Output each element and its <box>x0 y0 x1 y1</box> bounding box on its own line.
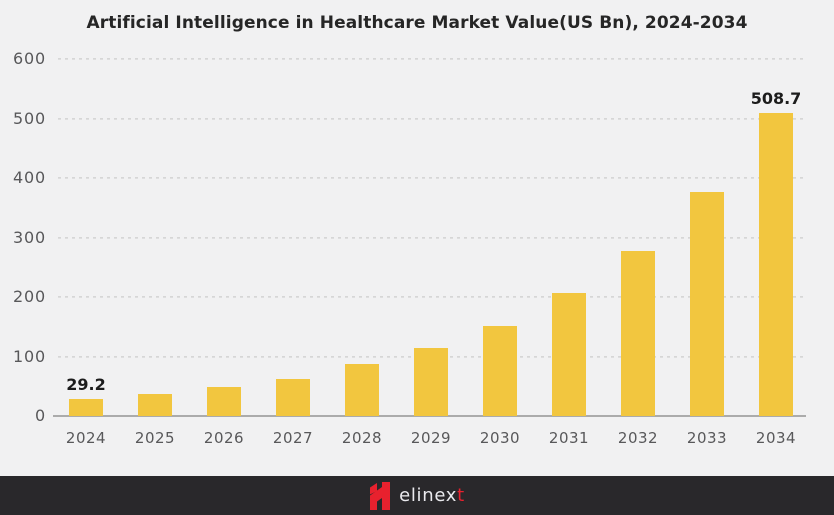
x-axis-label-2030: 2030 <box>479 429 521 447</box>
gridline-600 <box>58 58 806 60</box>
bar-value-label-2034: 508.7 <box>750 89 802 109</box>
brand-wordmark: elinext <box>399 484 465 506</box>
bar-2030 <box>483 326 517 416</box>
x-axis-label-2028: 2028 <box>341 429 383 447</box>
gridline-500 <box>58 117 806 120</box>
brand-wordmark-accent: t <box>457 484 465 506</box>
x-axis-label-2032: 2032 <box>617 429 659 447</box>
x-axis-label-2031: 2031 <box>548 429 590 447</box>
y-axis-tick-label-400: 400 <box>13 168 46 187</box>
x-axis-line <box>53 415 806 417</box>
x-axis-label-2033: 2033 <box>686 429 728 447</box>
y-axis-tick-label-300: 300 <box>13 227 46 247</box>
gridline-400 <box>58 177 806 179</box>
brand-wordmark-main: elinex <box>399 484 458 506</box>
bar-2034 <box>759 113 793 416</box>
gridline-300 <box>58 236 806 239</box>
x-axis-label-2025: 2025 <box>134 429 176 447</box>
bar-2033 <box>690 191 724 416</box>
bar-2028 <box>345 364 379 416</box>
bar-2031 <box>552 292 586 416</box>
bar-2032 <box>621 251 655 416</box>
bar-2024 <box>69 398 103 416</box>
bar-2025 <box>138 393 172 416</box>
bar-value-label-2024: 29.2 <box>66 374 106 394</box>
x-axis-label-2029: 2029 <box>410 429 452 447</box>
bar-2029 <box>414 348 448 416</box>
x-axis-label-2024: 2024 <box>65 429 107 447</box>
y-axis-tick-label-100: 100 <box>13 346 46 366</box>
elinext-logo-icon <box>369 481 391 510</box>
y-axis-tick-label-0: 0 <box>35 406 46 425</box>
gridline-200 <box>58 296 806 298</box>
bar-2026 <box>207 387 241 416</box>
y-axis-tick-label-500: 500 <box>13 108 46 128</box>
chart-title: Artificial Intelligence in Healthcare Ma… <box>86 13 748 33</box>
y-axis-tick-label-600: 600 <box>13 49 46 68</box>
y-axis-tick-label-200: 200 <box>13 287 46 306</box>
bar-2027 <box>276 378 310 416</box>
x-axis-label-2027: 2027 <box>272 429 314 447</box>
x-axis-label-2026: 2026 <box>203 429 245 447</box>
x-axis-label-2034: 2034 <box>755 429 797 447</box>
footer-bar: elinext <box>0 476 834 515</box>
